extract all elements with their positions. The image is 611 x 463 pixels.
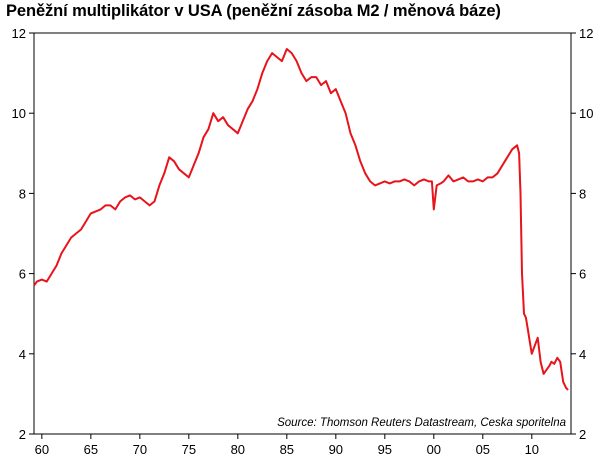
x-tick-label: 05 — [476, 442, 490, 457]
y-tick-label-right: 12 — [579, 26, 593, 41]
source-note: Source: Thomson Reuters Datastream, Cesk… — [277, 417, 566, 429]
series-line — [33, 48, 569, 391]
x-tick-label: 95 — [378, 442, 392, 457]
x-tick-label: 00 — [427, 442, 441, 457]
plot-border — [33, 32, 572, 435]
series-group — [33, 48, 569, 391]
x-tick-label: 80 — [231, 442, 245, 457]
y-axis-left: 2 4 6 8 10 12 — [12, 26, 34, 442]
x-axis: 60 65 70 75 80 85 90 95 00 05 10 — [35, 434, 539, 457]
y-tick-label-left: 4 — [19, 347, 26, 362]
y-tick-label-left: 8 — [19, 186, 26, 201]
x-tick-label: 85 — [280, 442, 294, 457]
y-tick-label-right: 10 — [579, 106, 593, 121]
plot-frame — [33, 32, 572, 435]
y-tick-label-right: 6 — [579, 267, 586, 282]
y-tick-label-right: 4 — [579, 347, 586, 362]
chart-title: Peněžní multiplikátor v USA (peněžní zás… — [6, 2, 501, 20]
y-axis-right: 2 4 6 8 10 12 — [571, 26, 593, 442]
y-tick-label-left: 12 — [12, 26, 26, 41]
y-tick-label-right: 2 — [579, 427, 586, 442]
x-tick-label: 10 — [525, 442, 539, 457]
y-tick-label-left: 6 — [19, 267, 26, 282]
x-tick-label: 60 — [35, 442, 49, 457]
x-tick-label: 70 — [133, 442, 147, 457]
y-tick-label-left: 2 — [19, 427, 26, 442]
y-tick-label-right: 8 — [579, 186, 586, 201]
y-tick-label-left: 10 — [12, 106, 26, 121]
x-tick-label: 90 — [329, 442, 343, 457]
x-tick-label: 75 — [182, 442, 196, 457]
x-tick-label: 65 — [84, 442, 98, 457]
